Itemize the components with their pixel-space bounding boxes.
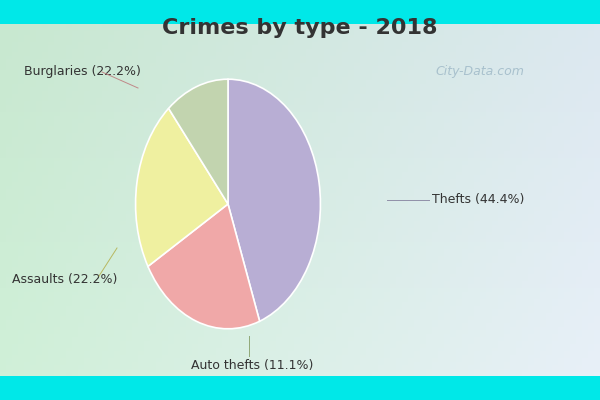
Text: Burglaries (22.2%): Burglaries (22.2%) — [24, 66, 141, 78]
Wedge shape — [228, 79, 320, 321]
Text: Auto thefts (11.1%): Auto thefts (11.1%) — [191, 360, 313, 372]
Text: City-Data.com: City-Data.com — [436, 66, 524, 78]
Text: Thefts (44.4%): Thefts (44.4%) — [432, 194, 524, 206]
Text: Crimes by type - 2018: Crimes by type - 2018 — [162, 18, 438, 38]
Wedge shape — [136, 108, 228, 266]
Wedge shape — [169, 79, 228, 204]
Text: Assaults (22.2%): Assaults (22.2%) — [12, 274, 118, 286]
Wedge shape — [148, 204, 260, 329]
